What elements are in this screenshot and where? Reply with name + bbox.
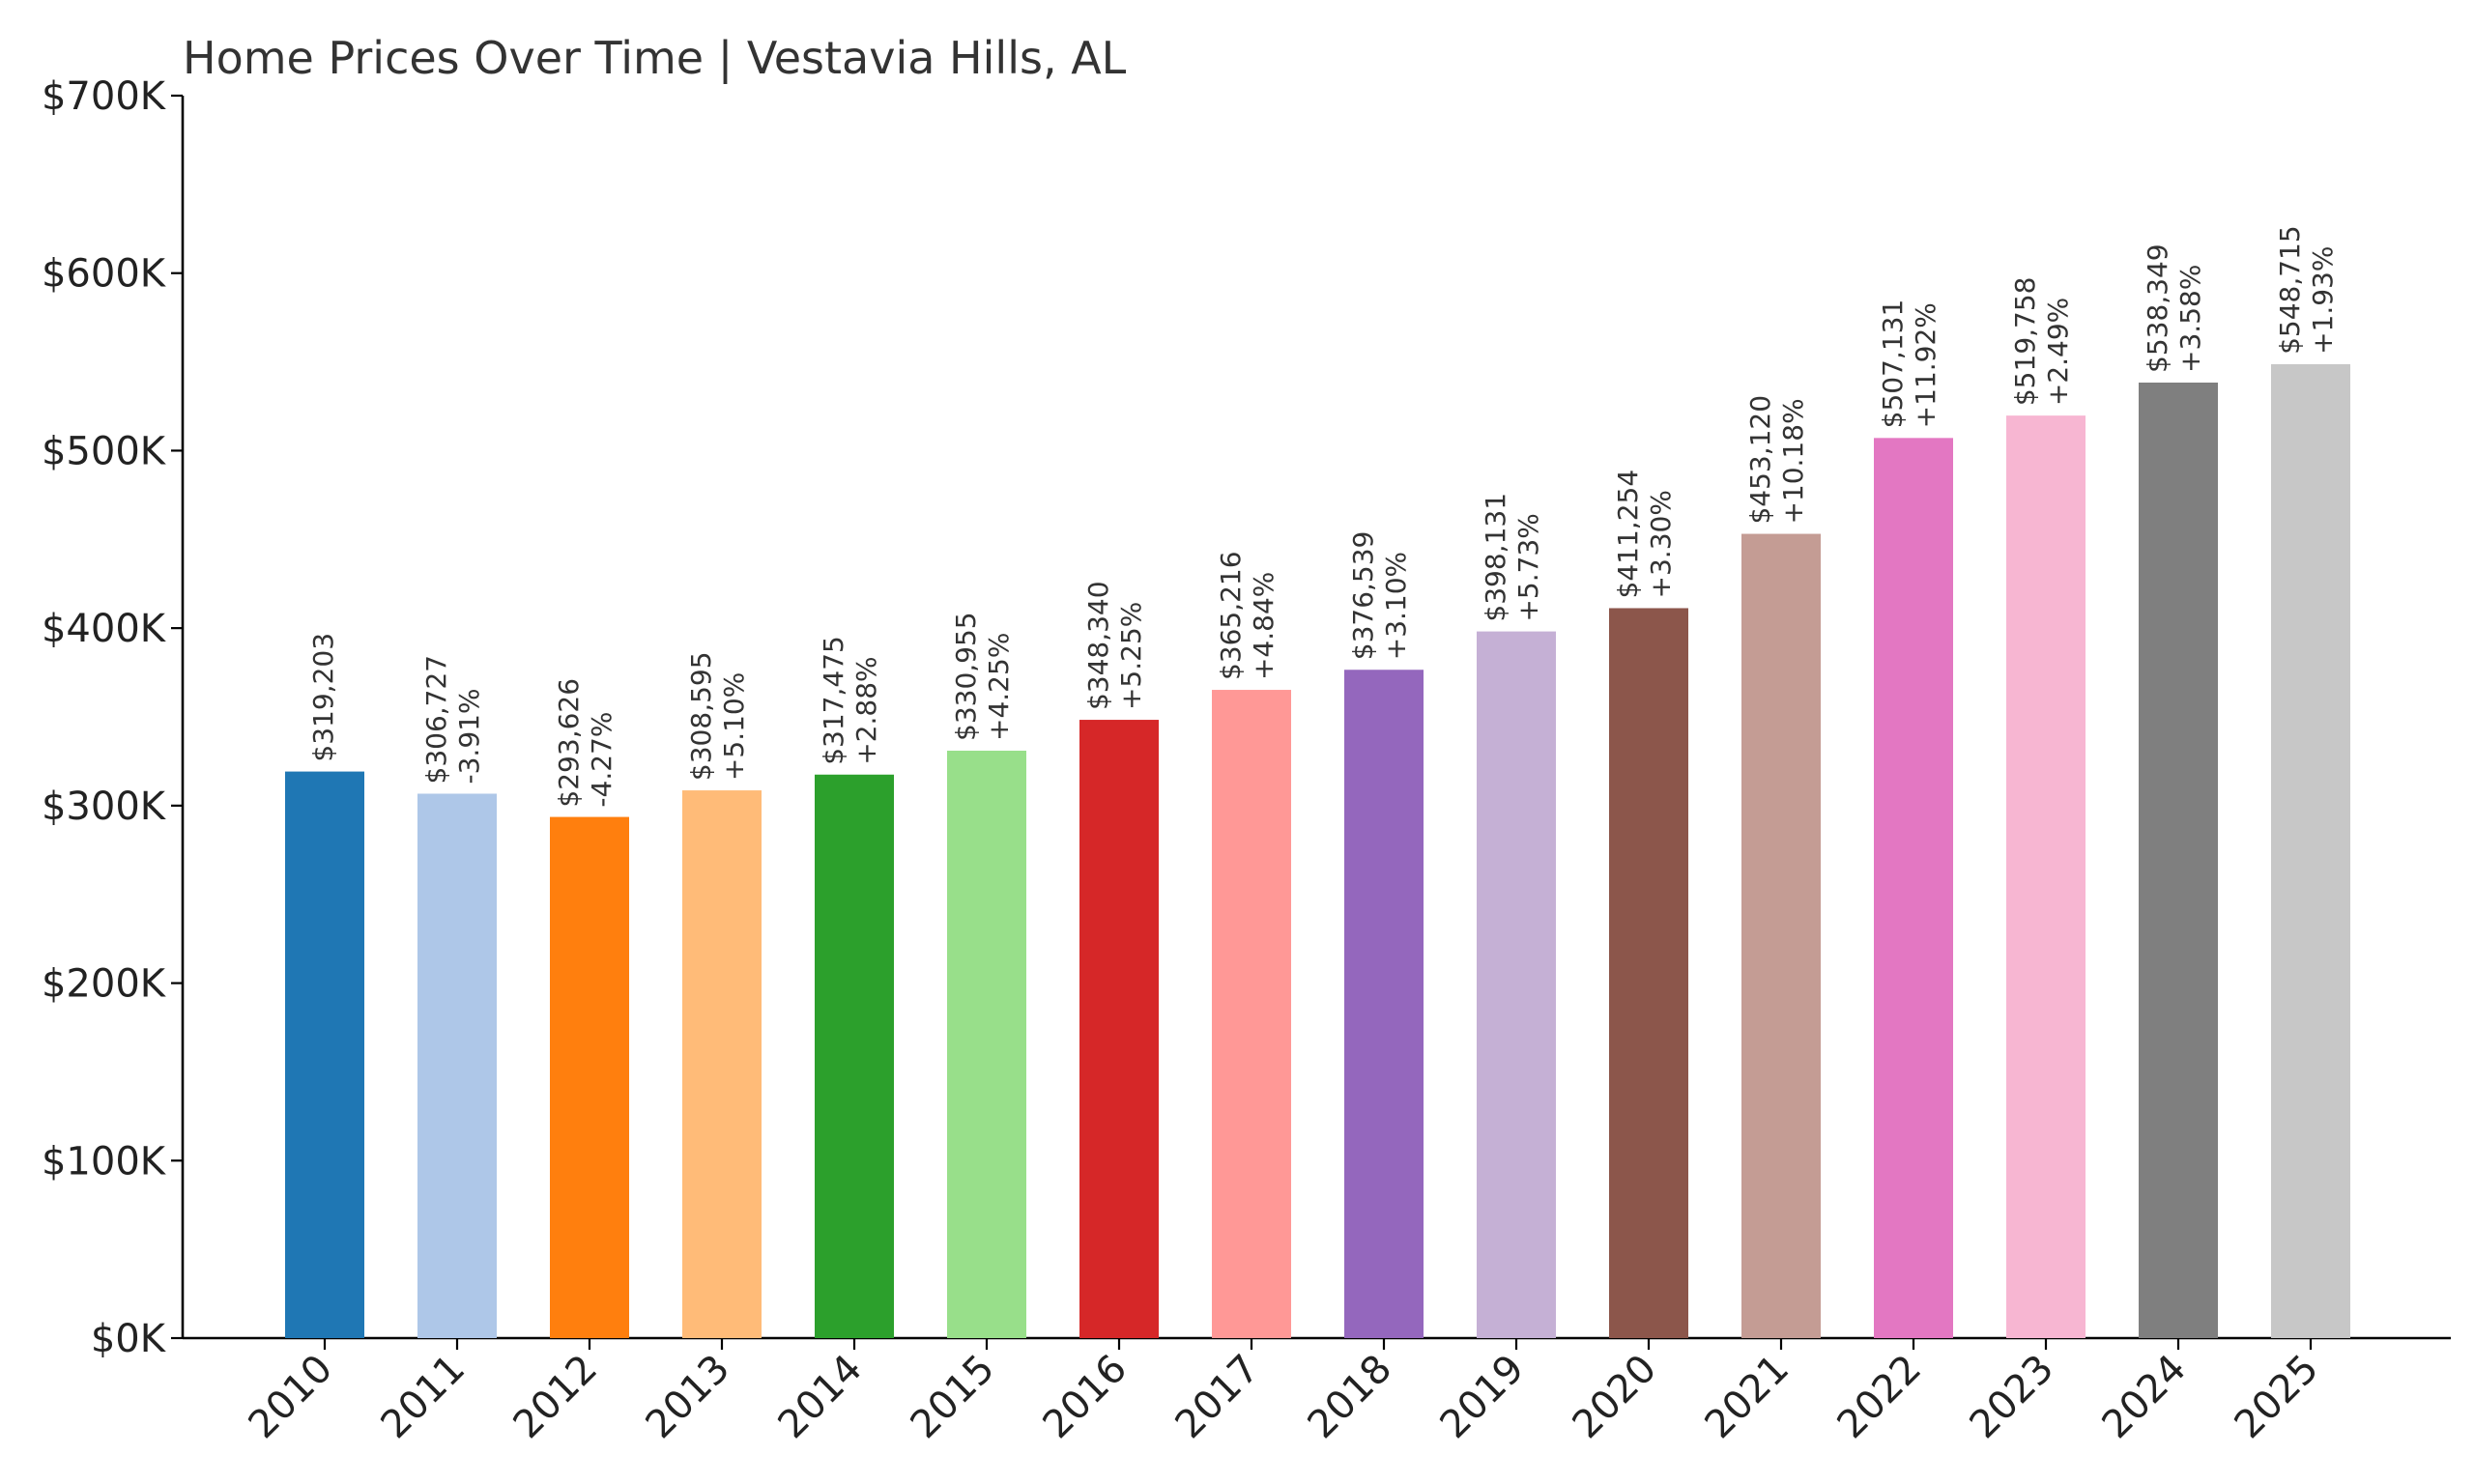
bar-2011 [417, 793, 497, 1338]
bar-2013 [682, 790, 762, 1338]
bar-value-label: $376,539 [1347, 531, 1379, 661]
bar-change-label: +3.58% [2174, 265, 2206, 373]
x-tick-label: 2013 [638, 1347, 739, 1448]
bar-change-label: +5.10% [718, 672, 750, 781]
x-tick-label: 2011 [373, 1347, 475, 1448]
y-axis: $0K $100K $200K $300K $400K $500K $600K $700K [42, 74, 185, 1361]
bar-2020 [1609, 608, 1688, 1338]
bar-change-label: +4.84% [1248, 572, 1280, 680]
bar-value-label: $398,131 [1480, 493, 1511, 622]
y-tick-label: $400K [42, 607, 167, 651]
bar-2024 [2139, 382, 2218, 1339]
bar-value-label: $308,595 [685, 651, 717, 781]
bar-change-label: +2.88% [850, 656, 882, 764]
bar-value-label: $365,216 [1215, 551, 1247, 680]
bar-change-label: +2.49% [2042, 298, 2074, 406]
bar-change-label: +4.25% [983, 633, 1015, 741]
x-tick-label: 2014 [770, 1347, 872, 1448]
bar-change-label: +1.93% [2307, 246, 2339, 355]
bar-change-label: +11.92% [1910, 302, 1942, 428]
x-tick-label: 2016 [1035, 1347, 1136, 1448]
bar-value-label: $306,727 [420, 655, 452, 785]
bar-value-label: $319,203 [307, 633, 339, 762]
x-tick-label: 2019 [1432, 1347, 1534, 1448]
bar-value-label: $348,340 [1082, 581, 1114, 710]
x-axis: 2010 2011 2012 2013 2014 2015 2016 2017 2018 2019… [183, 1336, 2451, 1448]
bar-2021 [1741, 533, 1821, 1338]
chart-title: Home Prices Over Time | Vestavia Hills, … [183, 32, 1127, 85]
x-tick-label: 2025 [2227, 1347, 2328, 1448]
bar-value-label: $538,349 [2142, 243, 2173, 373]
bar-value-label: $293,626 [553, 678, 585, 808]
bar-change-label: +3.30% [1645, 490, 1677, 598]
bar-2015 [947, 750, 1026, 1338]
x-tick-label: 2018 [1300, 1347, 1401, 1448]
bar-value-label: $317,475 [818, 636, 849, 765]
bar-2016 [1079, 720, 1159, 1338]
bar-labels-group: $319,203 $306,727 -3.91% $293,626 -4.27% $308… [307, 225, 2339, 807]
bar-2023 [2006, 415, 2086, 1338]
x-tick-label: 2021 [1697, 1347, 1798, 1448]
bar-change-label: +10.18% [1777, 398, 1809, 524]
y-tick-label: $500K [42, 429, 167, 473]
x-tick-label: 2023 [1962, 1347, 2063, 1448]
x-tick-label: 2020 [1565, 1347, 1666, 1448]
bar-change-label: +5.73% [1512, 513, 1544, 621]
bar-value-label: $411,254 [1612, 470, 1644, 599]
y-tick-label: $300K [42, 785, 167, 829]
y-tick-label: $100K [42, 1139, 167, 1184]
y-tick-label: $600K [42, 252, 167, 297]
bars-group [285, 363, 2350, 1339]
x-tick-label: 2015 [903, 1347, 1004, 1448]
bar-2010 [285, 771, 364, 1338]
bar-value-label: $330,955 [950, 612, 982, 741]
x-tick-label: 2017 [1167, 1347, 1269, 1448]
y-tick-label: $700K [42, 74, 167, 119]
y-tick-label: $0K [91, 1317, 167, 1361]
bar-value-label: $519,758 [2009, 277, 2041, 407]
x-tick-label: 2012 [505, 1347, 607, 1448]
bar-2018 [1344, 670, 1424, 1338]
bar-change-label: +3.10% [1380, 552, 1412, 660]
bar-2017 [1212, 690, 1291, 1338]
bar-value-label: $453,120 [1744, 395, 1776, 525]
x-tick-label: 2024 [2094, 1347, 2196, 1448]
bar-value-label: $507,131 [1877, 300, 1909, 429]
x-tick-label: 2010 [241, 1347, 342, 1448]
bar-2019 [1477, 631, 1556, 1338]
bar-change-label: -3.91% [453, 688, 485, 784]
bar-value-label: $548,715 [2274, 225, 2306, 355]
bar-2022 [1874, 438, 1953, 1339]
bar-change-label: +5.25% [1115, 602, 1147, 710]
x-tick-label: 2022 [1829, 1347, 1931, 1448]
bar-2014 [815, 774, 894, 1338]
bar-2012 [550, 816, 629, 1338]
bar-2025 [2271, 363, 2350, 1339]
y-tick-label: $200K [42, 962, 167, 1007]
bar-change-label: -4.27% [586, 712, 618, 808]
